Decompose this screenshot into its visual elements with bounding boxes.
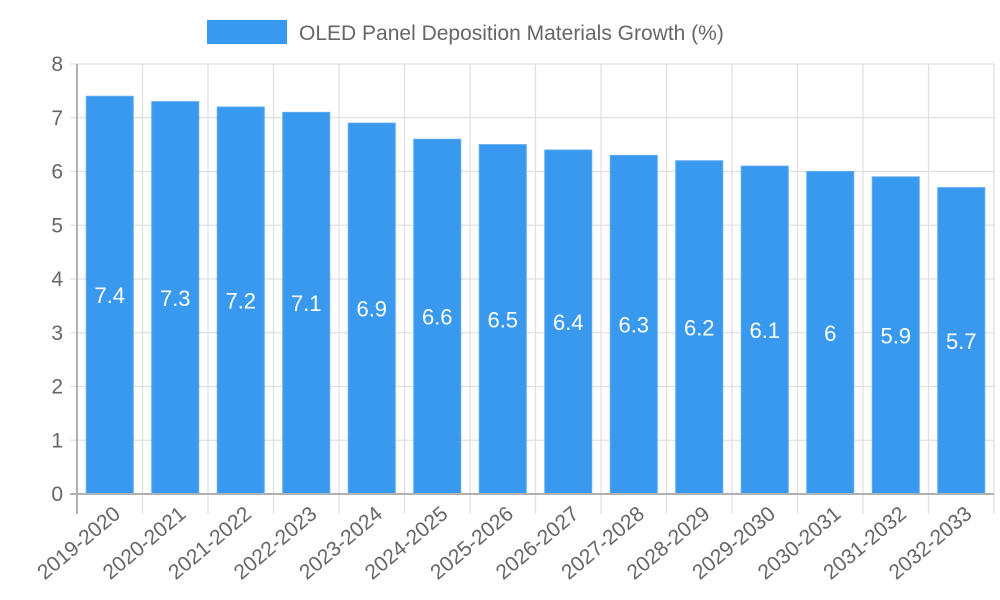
data-label: 5.9 (880, 323, 911, 348)
y-tick-label: 2 (51, 376, 63, 399)
data-label: 6.4 (553, 310, 584, 335)
bar[interactable] (609, 154, 658, 495)
bar[interactable] (675, 160, 724, 495)
legend[interactable]: OLED Panel Deposition Materials Growth (… (207, 20, 724, 45)
y-tick-label: 1 (51, 429, 63, 452)
data-label: 6 (824, 321, 836, 346)
data-label: 7.1 (291, 291, 322, 316)
bar[interactable] (544, 149, 593, 495)
data-label: 6.3 (618, 313, 649, 338)
bar[interactable] (937, 187, 986, 495)
bar[interactable] (871, 176, 920, 495)
y-tick-label: 6 (51, 161, 63, 184)
bar[interactable] (740, 165, 789, 495)
data-label: 7.4 (94, 283, 125, 308)
data-label: 6.9 (356, 297, 387, 322)
data-label: 5.7 (946, 329, 977, 354)
data-label: 6.6 (422, 305, 453, 330)
bar[interactable] (347, 122, 396, 495)
grid (70, 63, 995, 514)
y-tick-label: 7 (51, 107, 63, 130)
data-label: 6.1 (749, 318, 780, 343)
legend-swatch[interactable] (207, 20, 287, 44)
y-tick-label: 8 (51, 53, 63, 76)
data-label: 6.2 (684, 315, 715, 340)
bar[interactable] (413, 138, 462, 495)
bars: 7.4 7.3 7.2 7.1 6.9 6.6 6.5 6.4 6.3 6.2 6.1 6 5.9 5.7 (85, 95, 986, 495)
bar[interactable] (806, 171, 855, 495)
data-label: 7.2 (225, 289, 256, 314)
bar[interactable] (282, 111, 331, 495)
y-tick-label: 3 (51, 322, 63, 345)
data-label: 6.5 (487, 307, 518, 332)
y-tick-label: 5 (51, 214, 63, 237)
data-label: 7.3 (160, 286, 191, 311)
y-tick-label: 0 (51, 483, 63, 506)
legend-label[interactable]: OLED Panel Deposition Materials Growth (… (299, 22, 724, 45)
y-tick-label: 4 (51, 268, 63, 291)
